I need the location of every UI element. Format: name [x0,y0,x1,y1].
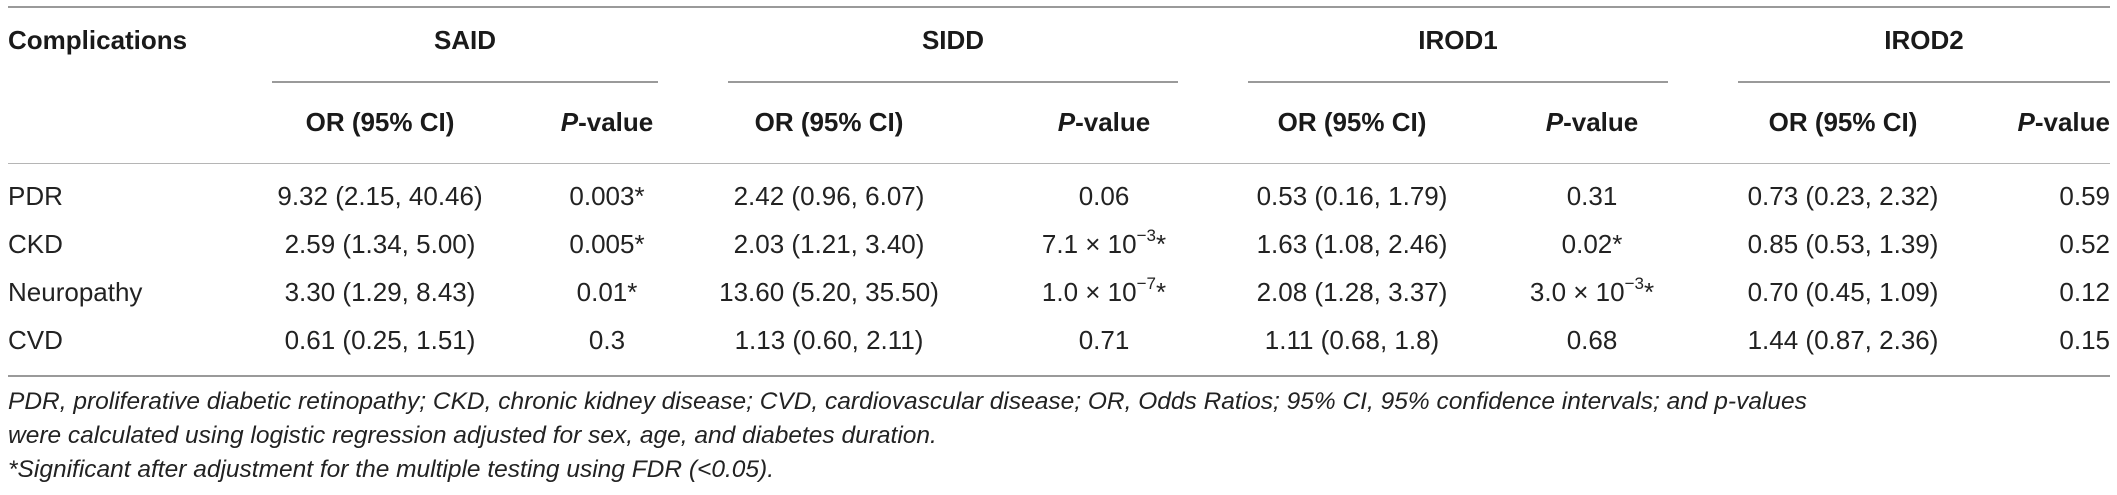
cell-neuropathy-irod1-p: 3.0 × 10−3* [1530,275,1654,309]
cell-cvd-irod1-p: 0.68 [1566,325,1618,355]
p-suffix: -value [578,107,654,137]
cell-ckd-said-or: 2.59 (1.34, 5.00) [284,229,476,259]
cell-ckd-sidd-or: 2.03 (1.21, 3.40) [733,229,925,259]
p-exponent: −3 [1624,274,1644,294]
irod2-group-rule [1738,81,2110,83]
group-header-irod2: IROD2 [1884,25,1964,55]
cell-cvd-irod2-p: 0.15 [2059,325,2110,355]
cell-pdr-irod1-or: 0.53 (0.16, 1.79) [1256,181,1448,211]
table-top-rule [8,6,2110,8]
p-base: 3.0 × 10 [1529,277,1625,307]
cell-ckd-sidd-p: 7.1 × 10−3* [1042,227,1166,261]
cell-pdr-sidd-or: 2.42 (0.96, 6.07) [733,181,925,211]
p-exponent: −7 [1136,274,1156,294]
irod1-or-header: OR (95% CI) [1277,107,1427,137]
cell-pdr-said-p: 0.003* [569,181,645,211]
cell-pdr-sidd-p: 0.06 [1078,181,1130,211]
cell-neuropathy-sidd-p: 1.0 × 10−7* [1042,275,1166,309]
said-group-rule [272,81,658,83]
footnote-significance: *Significant after adjustment for the mu… [8,456,774,483]
p-marker: * [1155,277,1167,307]
p-base: 1.0 × 10 [1041,277,1137,307]
cell-ckd-irod2-p: 0.52 [2059,229,2110,259]
p-exponent: −3 [1136,226,1156,246]
said-p-header: P-value [561,105,654,139]
cell-cvd-said-p: 0.3 [588,325,626,355]
cell-neuropathy-said-or: 3.30 (1.29, 8.43) [284,277,476,307]
header-bottom-rule [8,163,2110,164]
group-header-irod1: IROD1 [1418,25,1498,55]
cell-pdr-said-or: 9.32 (2.15, 40.46) [277,181,483,211]
cell-pdr-irod2-p: 0.59 [2059,181,2110,211]
p-letter: P [1057,107,1076,137]
p-suffix: -value [1563,107,1639,137]
sidd-group-rule [728,81,1178,83]
cell-neuropathy-irod2-or: 0.70 (0.45, 1.09) [1747,277,1939,307]
cell-neuropathy-said-p: 0.01* [576,277,638,307]
cell-cvd-sidd-or: 1.13 (0.60, 2.11) [734,325,924,355]
p-letter: P [560,107,579,137]
cell-neuropathy-irod1-or: 2.08 (1.28, 3.37) [1256,277,1448,307]
table-row-label-neuropathy: Neuropathy [8,277,143,307]
p-suffix: -value [2034,107,2110,137]
p-marker: * [1155,229,1167,259]
irod2-p-header: P-value [2018,105,2111,139]
cell-pdr-irod2-or: 0.73 (0.23, 2.32) [1747,181,1939,211]
cell-ckd-irod1-p: 0.02* [1561,229,1623,259]
sidd-or-header: OR (95% CI) [754,107,904,137]
sidd-p-header: P-value [1058,105,1151,139]
cell-neuropathy-sidd-or: 13.60 (5.20, 35.50) [719,277,939,307]
p-marker: * [1643,277,1655,307]
p-letter: P [1545,107,1564,137]
cell-cvd-irod2-or: 1.44 (0.87, 2.36) [1747,325,1939,355]
group-header-sidd: SIDD [921,25,985,55]
p-letter: P [2017,107,2035,137]
irod1-group-rule [1248,81,1668,83]
row-label-header: Complications [8,25,188,55]
irod1-p-header: P-value [1546,105,1639,139]
table-row-label-pdr: PDR [8,181,63,211]
cell-ckd-said-p: 0.005* [569,229,645,259]
cell-cvd-sidd-p: 0.71 [1078,325,1130,355]
p-suffix: -value [1075,107,1151,137]
p-base: 7.1 × 10 [1041,229,1137,259]
cell-ckd-irod1-or: 1.63 (1.08, 2.46) [1256,229,1448,259]
table-row-label-cvd: CVD [8,325,63,355]
cell-neuropathy-irod2-p: 0.12 [2059,277,2110,307]
cell-pdr-irod1-p: 0.31 [1566,181,1618,211]
footnote-abbreviations-line1: PDR, proliferative diabetic retinopathy;… [8,388,1807,415]
table-row-label-ckd: CKD [8,229,63,259]
table-bottom-rule [8,375,2110,377]
cell-ckd-irod2-or: 0.85 (0.53, 1.39) [1747,229,1939,259]
footnote-abbreviations-line2: were calculated using logistic regressio… [8,422,937,449]
cell-cvd-said-or: 0.61 (0.25, 1.51) [284,325,476,355]
said-or-header: OR (95% CI) [305,107,455,137]
irod2-or-header: OR (95% CI) [1768,107,1918,137]
cell-cvd-irod1-or: 1.11 (0.68, 1.8) [1264,325,1440,355]
group-header-said: SAID [433,25,497,55]
